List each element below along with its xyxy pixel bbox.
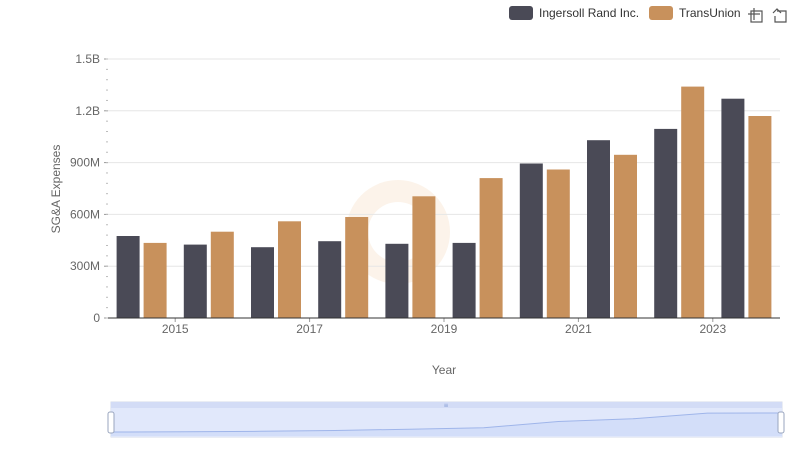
- reset-zoom-icon[interactable]: [772, 8, 787, 23]
- legend: Ingersoll Rand Inc. TransUnion: [509, 6, 741, 20]
- legend-swatch-ingersoll: [509, 6, 533, 20]
- legend-label-transunion: TransUnion: [679, 6, 741, 20]
- legend-item-ingersoll[interactable]: Ingersoll Rand Inc.: [509, 6, 639, 20]
- legend-item-transunion[interactable]: TransUnion: [649, 6, 741, 20]
- x-tick-label: 2017: [296, 322, 323, 336]
- bar-ingersoll-2018[interactable]: [385, 243, 409, 318]
- bar-ingersoll-2022[interactable]: [654, 128, 678, 318]
- x-axis-ticks: 2015 2017 2019 2021 2023: [162, 318, 726, 336]
- range-slider-sparkline: [110, 412, 783, 433]
- bar-transunion-2018[interactable]: [412, 196, 436, 318]
- y-tick-label: 600M: [70, 207, 100, 221]
- x-tick-label: 2015: [162, 322, 189, 336]
- bar-ingersoll-2015[interactable]: [183, 244, 207, 318]
- zoom-in-icon[interactable]: [748, 8, 763, 23]
- bar-ingersoll-2021[interactable]: [587, 140, 610, 318]
- bar-transunion-2022[interactable]: [681, 86, 705, 318]
- bar-ingersoll-2014[interactable]: [116, 236, 140, 318]
- y-axis-title: SG&A Expenses: [49, 145, 63, 234]
- x-tick-label: 2021: [565, 322, 592, 336]
- y-axis-ticks: 0 300M 600M 900M 1.2B 1.5B: [70, 52, 108, 325]
- range-slider-handle-left[interactable]: [107, 411, 115, 434]
- range-slider-sparkline-area: [111, 413, 782, 436]
- y-tick-label: 0: [93, 311, 100, 325]
- bar-transunion-2014[interactable]: [143, 242, 167, 318]
- range-slider-top-bar[interactable]: [111, 402, 782, 408]
- x-axis-title: Year: [432, 363, 456, 377]
- bar-transunion-2015[interactable]: [210, 231, 234, 318]
- y-tick-label: 900M: [70, 156, 100, 170]
- y-tick-label: 300M: [70, 259, 100, 273]
- legend-swatch-transunion: [649, 6, 673, 20]
- bars: [116, 86, 772, 319]
- bar-ingersoll-2019[interactable]: [452, 242, 476, 318]
- bar-ingersoll-2016[interactable]: [251, 247, 274, 318]
- bar-ingersoll-2020[interactable]: [519, 163, 543, 319]
- y-tick-label: 1.2B: [75, 104, 100, 118]
- bar-transunion-2021[interactable]: [614, 154, 637, 318]
- legend-label-ingersoll: Ingersoll Rand Inc.: [539, 6, 639, 20]
- bar-transunion-2017[interactable]: [345, 217, 369, 318]
- bar-transunion-2020[interactable]: [546, 169, 570, 319]
- x-tick-label: 2019: [431, 322, 458, 336]
- bar-transunion-2019[interactable]: [479, 178, 503, 318]
- bar-ingersoll-2023[interactable]: [721, 98, 745, 318]
- x-tick-label: 2023: [699, 322, 726, 336]
- bar-transunion-2023[interactable]: [748, 116, 772, 318]
- range-slider-drag-handle[interactable]: ≡: [443, 402, 448, 409]
- bar-transunion-2016[interactable]: [278, 221, 301, 318]
- range-slider[interactable]: ≡: [107, 401, 785, 438]
- bar-ingersoll-2017[interactable]: [318, 241, 342, 318]
- y-tick-label: 1.5B: [75, 52, 100, 66]
- range-slider-handle-right[interactable]: [777, 411, 785, 434]
